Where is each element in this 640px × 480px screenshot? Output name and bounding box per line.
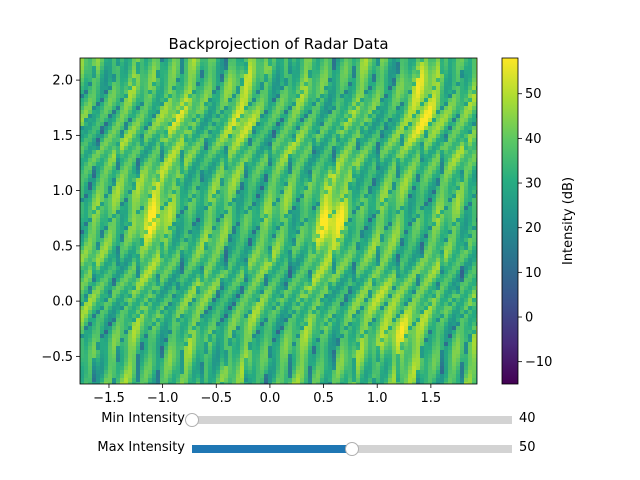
y-axis: −0.5 0.0 0.5 1.0 1.5 2.0 [41,74,80,365]
min-intensity-value: 40 [519,411,536,426]
max-intensity-fill [192,445,352,453]
colorbar-tick-label: 20 [525,221,542,236]
x-tick-label: 1.5 [421,391,442,406]
x-tick-label: 1.0 [367,391,388,406]
y-tick-label: 0.5 [52,239,73,254]
min-intensity-track[interactable] [192,416,512,424]
colorbar-axis: −10 0 10 20 30 40 50 [518,87,552,370]
colorbar-tick-label: −10 [525,355,552,370]
y-tick-label: 0.0 [52,295,73,310]
plot-frame [79,57,478,385]
y-tick-label: 1.0 [52,184,73,199]
colorbar-tick-label: 50 [525,87,542,102]
colorbar [501,57,519,385]
x-axis: −1.5 −1.0 −0.5 0.0 0.5 1.0 1.5 [93,384,441,406]
heatmap-image [80,58,477,384]
x-tick-label: −0.5 [200,391,232,406]
colorbar-tick-label: 0 [525,311,533,326]
chart-title: Backprojection of Radar Data [168,35,388,53]
y-tick-label: −0.5 [41,350,73,365]
min-intensity-label: Min Intensity [101,411,185,426]
min-intensity-handle[interactable] [185,413,199,427]
x-tick-label: −1.5 [93,391,125,406]
colorbar-tick-label: 10 [525,266,542,281]
x-tick-label: 0.5 [313,391,334,406]
x-tick-label: −1.0 [147,391,179,406]
colorbar-label: Intensity (dB) [561,177,576,265]
max-intensity-value: 50 [519,440,536,455]
y-tick-label: 2.0 [52,74,73,89]
max-intensity-label: Max Intensity [97,440,185,455]
max-intensity-handle[interactable] [345,442,359,456]
colorbar-tick-label: 30 [525,177,542,192]
y-tick-label: 1.5 [52,129,73,144]
x-tick-label: 0.0 [260,391,281,406]
colorbar-tick-label: 40 [525,132,542,147]
